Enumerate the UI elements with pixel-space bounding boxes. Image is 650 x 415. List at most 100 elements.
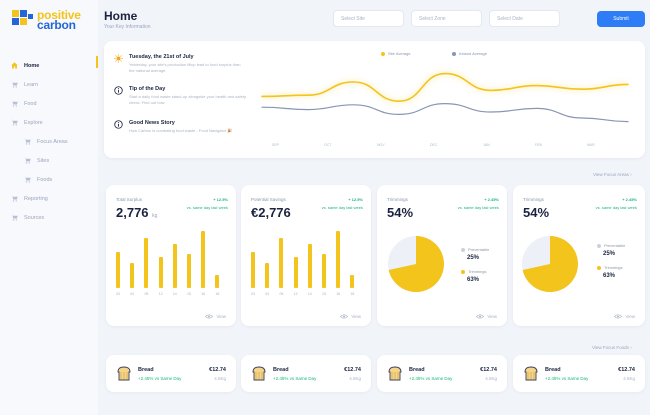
- sidebar-item-food[interactable]: Food: [10, 94, 94, 113]
- bar-05: [279, 237, 284, 288]
- legend-label: Preventable: [604, 243, 626, 248]
- bar-label: 05: [279, 292, 284, 296]
- sidebar-item-label: Foods: [37, 176, 53, 183]
- delta-caption: vs. same day last week: [321, 205, 363, 210]
- stat-label: Trimmings: [387, 197, 408, 202]
- legend-label: Trimmings: [604, 265, 623, 270]
- food-card[interactable]: Bread +2.45% vs Same Day €12.74 4.5Kg: [106, 355, 236, 392]
- food-price: €12.74: [480, 367, 497, 373]
- page-title: Home: [104, 9, 138, 23]
- select-site-dropdown[interactable]: Select Site: [333, 10, 404, 27]
- pie-legend-preventable: Preventable: [461, 247, 489, 252]
- month-tick: DEC: [430, 143, 438, 147]
- bar-label: 05: [144, 292, 149, 296]
- insight-tip: Tip of the Day Start a daily food waste …: [114, 86, 247, 105]
- total-surplus-card[interactable]: Total Surplus + 12.5% vs. same day last w…: [106, 185, 236, 326]
- sidebar-item-label: Home: [24, 62, 40, 69]
- overview-card: [104, 41, 645, 158]
- cart-icon: [23, 138, 31, 146]
- view-button[interactable]: View: [614, 314, 635, 319]
- bread-icon: [117, 366, 131, 381]
- stat-value: 54%: [523, 205, 549, 220]
- bar-label: 04: [130, 292, 135, 296]
- trimmings-card-2[interactable]: Trimmings + 2.45% vs. same day last week …: [513, 185, 645, 326]
- insight-text[interactable]: How Carbon is combating food waste - Foo…: [129, 128, 233, 133]
- bar-16: [201, 231, 206, 288]
- insight-text: Yesterday, your site's production fillup…: [129, 62, 241, 73]
- bar-label: 04: [265, 292, 270, 296]
- food-name: Bread: [138, 367, 154, 373]
- chevron-right-icon: ›: [630, 172, 632, 177]
- bar-label: 18: [215, 292, 220, 296]
- delta-value: + 2.45%: [484, 197, 499, 202]
- bar-label: 15: [322, 292, 326, 296]
- sidebar-item-label: Sources: [24, 214, 45, 221]
- stat-value: 2,776 kg: [116, 205, 157, 220]
- submit-button[interactable]: Submit: [597, 11, 645, 27]
- sidebar-item-home[interactable]: Home: [10, 56, 94, 75]
- pie-slice-trimmings: [522, 236, 578, 292]
- cart-icon: [10, 81, 18, 89]
- sidebar-item-foods[interactable]: Foods: [10, 170, 94, 189]
- sidebar-item-label: Sites: [37, 157, 50, 164]
- value-number: 54%: [523, 205, 550, 220]
- sidebar-item-explore[interactable]: Explore: [10, 113, 94, 132]
- stat-value: €2,776: [251, 205, 291, 220]
- brand-logo[interactable]: positive carbon: [12, 9, 81, 32]
- pie-value: 25%: [467, 255, 480, 261]
- potential-savings-card[interactable]: Potential Savings + 12.5% vs. same day la…: [241, 185, 371, 326]
- food-price: €12.74: [344, 367, 361, 373]
- bar-03: [116, 252, 120, 288]
- bar-16: [336, 231, 341, 288]
- bread-icon: [524, 366, 538, 381]
- select-zone-dropdown[interactable]: Select Zone: [411, 10, 482, 27]
- view-button[interactable]: View: [476, 314, 497, 319]
- stat-value: 54%: [387, 205, 413, 220]
- bar-15: [187, 253, 191, 288]
- cart-icon: [23, 157, 31, 165]
- insight-text[interactable]: Start a daily food waste stand-up alongs…: [129, 94, 246, 105]
- food-card[interactable]: Bread +2.45% vs Same Day €12.74 4.5Kg: [241, 355, 371, 392]
- view-focus-foods-link[interactable]: View Focus Foods ›: [592, 345, 632, 350]
- delta-caption: vs. same day last week: [186, 205, 228, 210]
- bar-label: 16: [336, 292, 341, 296]
- brand-line2: carbon: [37, 18, 76, 32]
- trimmings-card[interactable]: Trimmings + 2.45% vs. same day last week …: [377, 185, 507, 326]
- sidebar: positive carbon Home Learn Food Explore …: [0, 0, 98, 415]
- legend-label: Trimmings: [468, 269, 487, 274]
- sidebar-item-label: Focus Areas: [37, 138, 68, 145]
- month-tick: OCT: [324, 143, 332, 147]
- sidebar-item-reporting[interactable]: Reporting: [10, 189, 94, 208]
- sidebar-item-sources[interactable]: Sources: [10, 208, 94, 227]
- stat-label: Potential Savings: [251, 197, 286, 202]
- month-tick: MAR: [587, 143, 595, 147]
- info-icon: [114, 120, 123, 129]
- home-icon: [10, 62, 18, 70]
- cart-icon: [10, 195, 18, 203]
- trend-line-chart: [261, 71, 629, 123]
- insight-news: Good News Story How Carbon is combating …: [114, 120, 247, 134]
- view-label: View: [487, 314, 497, 319]
- pie-value: 63%: [467, 277, 480, 283]
- info-icon: [114, 86, 123, 95]
- pie-value: 63%: [603, 273, 616, 279]
- bar-label: 12: [158, 292, 163, 296]
- ireland-average-line: [261, 102, 629, 123]
- sidebar-item-sites[interactable]: Sites: [10, 151, 94, 170]
- bar-18: [350, 274, 355, 288]
- stat-label: Total Surplus: [116, 197, 143, 202]
- bar-label: 16: [201, 292, 206, 296]
- view-button[interactable]: View: [205, 314, 226, 319]
- view-focus-areas-link[interactable]: View Focus Areas ›: [593, 172, 632, 177]
- sidebar-item-focus-areas[interactable]: Focus Areas: [10, 132, 94, 151]
- bar-label: 14: [172, 292, 177, 296]
- bar-label: 18: [350, 292, 355, 296]
- food-card[interactable]: Bread +2.45% vs Same Day €12.74 4.5Kg: [513, 355, 645, 392]
- select-date-dropdown[interactable]: Select Date: [489, 10, 560, 27]
- food-card[interactable]: Bread +2.45% vs Same Day €12.74 4.5Kg: [377, 355, 507, 392]
- insight-title: Tip of the Day: [129, 86, 166, 92]
- view-button[interactable]: View: [340, 314, 361, 319]
- sidebar-item-learn[interactable]: Learn: [10, 75, 94, 94]
- pie-legend-preventable: Preventable: [597, 243, 625, 248]
- page-subtitle: Your Key Information: [104, 24, 151, 30]
